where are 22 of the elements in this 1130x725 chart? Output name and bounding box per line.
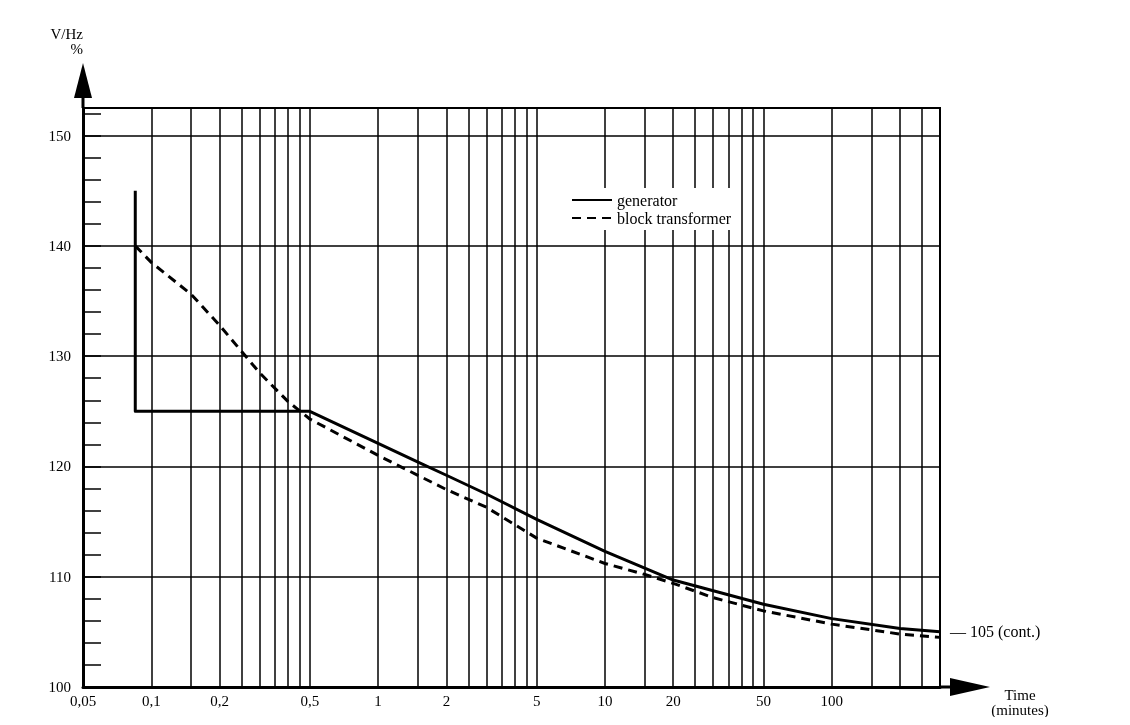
y-tick-label: 120 — [48, 458, 71, 475]
x-tick-label: 5 — [532, 692, 541, 709]
y-axis-title: V/Hz % — [50, 25, 84, 57]
x-tick-label: 20 — [665, 692, 681, 709]
x-tick-label: 0,5 — [300, 692, 320, 709]
legend-label: generator — [617, 191, 679, 210]
x-tick-label: 10 — [597, 692, 613, 709]
annotation: — 105 (cont.) — [949, 623, 1041, 642]
x-tick-label: 0,2 — [210, 692, 229, 709]
x-tick-label: 0,05 — [69, 692, 97, 709]
y-tick-label: 140 — [48, 237, 71, 254]
x-tick-label: 50 — [755, 692, 771, 709]
legend-label: block transformer — [617, 209, 732, 227]
y-tick-label: 110 — [49, 568, 71, 585]
x-tick-label: 0,1 — [141, 692, 161, 709]
y-tick-label: 100 — [48, 679, 71, 695]
y-tick-label: 130 — [48, 348, 71, 365]
y-tick-label: 150 — [48, 127, 71, 144]
x-axis-title: Time (minutes) — [991, 686, 1049, 719]
x-tick-label: 2 — [442, 692, 451, 709]
x-tick-label: 1 — [374, 692, 382, 709]
x-tick-label: 100 — [820, 692, 844, 709]
